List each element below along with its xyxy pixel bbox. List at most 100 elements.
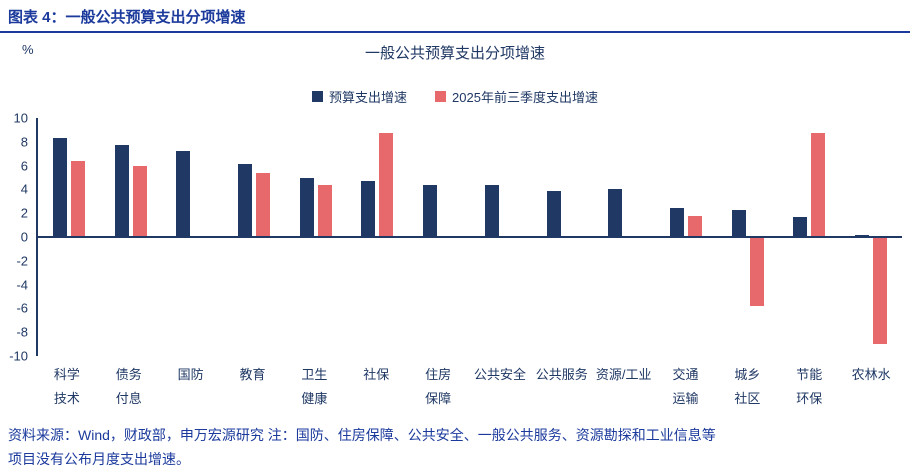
bar-group (408, 118, 470, 356)
y-tick-label: -8 (16, 324, 28, 340)
bar-group (285, 118, 347, 356)
x-category-label-line: 公共安全 (473, 367, 526, 382)
x-category-label: 城乡 社区 (716, 363, 778, 411)
x-category-label: 交通 运输 (655, 363, 717, 411)
x-category-label-line: 债务 (115, 367, 142, 382)
x-category-label: 农林水 (840, 363, 902, 411)
x-category-label: 债务 付息 (98, 363, 160, 411)
chart-title: 一般公共预算支出分项增速 (364, 45, 545, 62)
y-tick-label: 10 (13, 110, 28, 126)
chart: 一般公共预算支出分项增速 % 预算支出增速 2025年前三季度支出增速 10 8 6 4… (0, 42, 910, 411)
bar-group (593, 118, 655, 356)
bar-budget-growth (669, 208, 684, 237)
x-category-label-line: 保障 (425, 391, 452, 406)
legend-item: 2025年前三季度支出增速 (435, 87, 598, 106)
y-tick-label: 0 (20, 229, 28, 245)
x-category-label: 公共服务 (531, 363, 593, 411)
chart-body: 10 8 6 4 2 0 -2 -4 -6 -8 -10 (0, 111, 910, 364)
x-axis-labels: 科学 技术 债务 付息 国防 教育 卫生 健康 社保 住房 保障 公共安全 公共服务 资源/工业 交通 运输城… (36, 363, 902, 411)
x-axis-spacer (0, 363, 36, 411)
y-tick-label: -4 (16, 277, 28, 293)
x-category-label-line: 节能 (796, 367, 823, 382)
y-tick-label: 2 (20, 205, 28, 221)
bar-group (347, 118, 409, 356)
bar-budget-growth (608, 189, 623, 237)
bar-group (38, 118, 100, 356)
y-axis-unit: % (22, 42, 34, 57)
bar-group (470, 118, 532, 356)
bar-group (840, 118, 902, 356)
bar-group (779, 118, 841, 356)
x-category-label-line: 卫生 (301, 367, 328, 382)
x-category-label-line: 科学 (53, 367, 80, 382)
x-category-label-line: 付息 (115, 391, 142, 406)
x-category-label-line: 健康 (301, 391, 328, 406)
bar-actual-growth (749, 237, 764, 307)
bar-actual-growth (255, 172, 270, 237)
bar-budget-growth (114, 145, 129, 237)
bar-actual-growth (873, 237, 888, 345)
zero-axis-line (38, 236, 902, 238)
source-line-2: 项目没有公布月度支出增速。 (8, 451, 190, 466)
x-category-label-line: 环保 (796, 391, 823, 406)
bar-budget-growth (484, 184, 499, 237)
x-category-label: 资源/工业 (593, 363, 655, 411)
legend-swatch (312, 91, 324, 102)
legend-swatch (435, 91, 447, 102)
x-category-label: 住房 保障 (407, 363, 469, 411)
figure-caption: 图表 4：一般公共预算支出分项增速 (8, 9, 246, 26)
x-category-label-line: 公共服务 (535, 367, 588, 382)
x-axis: 科学 技术 债务 付息 国防 教育 卫生 健康 社保 住房 保障 公共安全 公共服务 资源/工业 交通 运输城… (0, 363, 910, 411)
bar-budget-growth (546, 190, 561, 237)
legend: 预算支出增速 2025年前三季度支出增速 (0, 87, 910, 106)
bar-actual-growth (132, 165, 147, 237)
y-tick-label: 6 (20, 158, 28, 174)
x-category-label-line: 城乡 (734, 367, 761, 382)
legend-item: 预算支出增速 (312, 87, 407, 106)
x-category-label-line: 社保 (363, 367, 390, 382)
bar-group (100, 118, 162, 356)
bar-budget-growth (52, 138, 67, 237)
bar-actual-growth (811, 133, 826, 237)
header-divider (0, 31, 910, 33)
x-category-label-line: 农林水 (851, 367, 891, 382)
x-category-label-line: 住房 (425, 367, 452, 382)
x-category-label: 节能 环保 (778, 363, 840, 411)
bar-budget-growth (793, 216, 808, 237)
x-category-label-line: 社区 (734, 391, 761, 406)
x-category-label-line: 技术 (53, 391, 80, 406)
x-category-label-line: 交通 (672, 367, 699, 382)
y-tick-label: -2 (16, 253, 28, 269)
x-category-label-line: 资源/工业 (595, 367, 652, 382)
bar-group (161, 118, 223, 356)
bar-group (223, 118, 285, 356)
x-category-label-line: 教育 (239, 367, 266, 382)
bar-actual-growth (317, 184, 332, 237)
source-note: 资料来源：Wind，财政部，申万宏源研究 注：国防、住房保障、公共安全、一般公共… (0, 411, 910, 466)
x-category-label-line: 国防 (177, 367, 204, 382)
bar-budget-growth (237, 164, 252, 237)
x-category-label: 教育 (222, 363, 284, 411)
y-tick-label: -10 (9, 348, 28, 364)
figure-header: 图表 4：一般公共预算支出分项增速 (0, 0, 910, 33)
bar-group (717, 118, 779, 356)
x-category-label: 社保 (345, 363, 407, 411)
y-tick-label: 4 (20, 181, 28, 197)
bar-actual-growth (70, 160, 85, 237)
y-tick-label: 8 (20, 134, 28, 150)
bar-budget-growth (731, 209, 746, 237)
bar-budget-growth (855, 234, 870, 237)
legend-label: 预算支出增速 (329, 90, 408, 105)
bar-actual-growth (379, 133, 394, 237)
x-category-label: 公共安全 (469, 363, 531, 411)
legend-label: 2025年前三季度支出增速 (452, 90, 598, 105)
x-category-label: 卫生 健康 (283, 363, 345, 411)
bar-budget-growth (176, 151, 191, 237)
x-category-label: 科学 技术 (36, 363, 98, 411)
x-category-label-line: 运输 (672, 391, 699, 406)
y-axis-ticks: 10 8 6 4 2 0 -2 -4 -6 -8 -10 (0, 111, 36, 364)
bar-group (655, 118, 717, 356)
bar-budget-growth (423, 184, 438, 237)
plot-area (36, 118, 902, 356)
